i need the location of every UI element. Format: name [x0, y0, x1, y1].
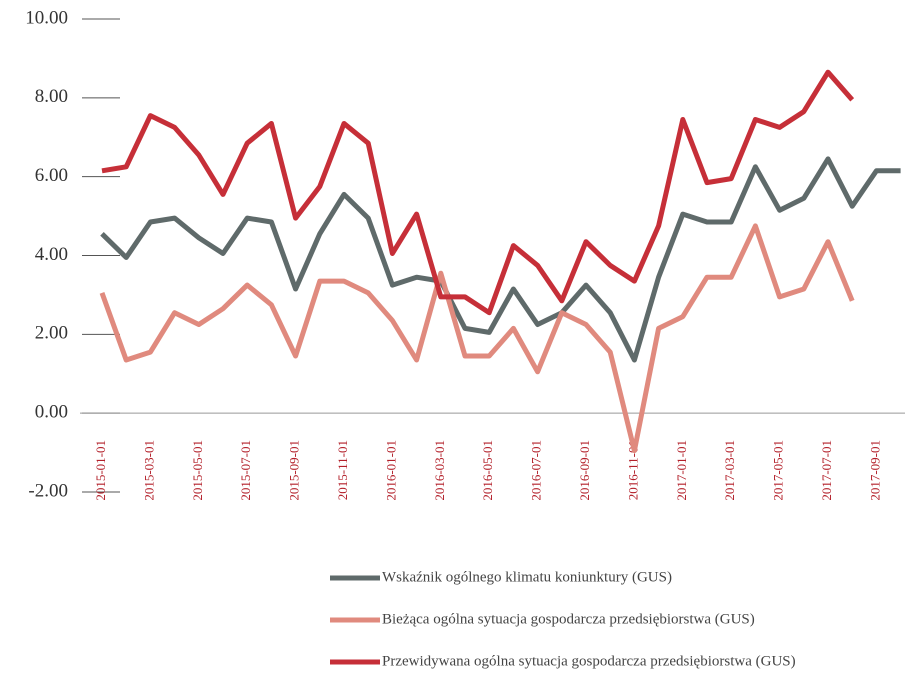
x-tick-label: 2015-09-01	[287, 440, 302, 501]
x-tick-label: 2016-03-01	[432, 440, 447, 501]
x-tick-label: 2017-03-01	[722, 440, 737, 501]
y-tick-label: 2.00	[35, 323, 68, 344]
x-tick-label: 2016-09-01	[577, 440, 592, 501]
y-tick-label: -2.00	[28, 480, 68, 501]
x-tick-label: 2016-01-01	[383, 440, 398, 501]
x-tick-label: 2015-07-01	[238, 440, 253, 501]
y-tick-label: 6.00	[35, 165, 68, 186]
y-tick-label: 0.00	[35, 402, 68, 423]
x-tick-label: 2015-05-01	[190, 440, 205, 501]
x-tick-label: 2017-09-01	[867, 440, 882, 501]
x-tick-label: 2015-03-01	[141, 440, 156, 501]
x-tick-label: 2017-11-01	[916, 440, 919, 500]
series-line	[101, 69, 855, 316]
y-tick-label: 4.00	[35, 244, 68, 265]
legend-label: Bieżąca ogólna sytuacja gospodarcza prze…	[382, 611, 755, 627]
x-tick-label: 2017-05-01	[771, 440, 786, 501]
x-tick-label: 2015-11-01	[335, 440, 350, 500]
series-line	[99, 223, 855, 454]
y-tick-label: 8.00	[35, 86, 68, 107]
x-tick-label: 2017-01-01	[674, 440, 689, 501]
legend-label: Przewidywana ogólna sytuacja gospodarcza…	[382, 653, 796, 669]
x-tick-label: 2016-05-01	[480, 440, 495, 501]
x-tick-label: 2015-01-01	[93, 440, 108, 501]
series-line	[100, 156, 901, 363]
y-tick-label: 10.00	[25, 7, 68, 28]
x-tick-label: 2016-11-01	[625, 440, 640, 500]
x-tick-label: 2017-07-01	[819, 440, 834, 501]
x-tick-label: 2016-07-01	[529, 440, 544, 501]
legend-label: Wskaźnik ogólnego klimatu koniunktury (G…	[382, 569, 672, 585]
